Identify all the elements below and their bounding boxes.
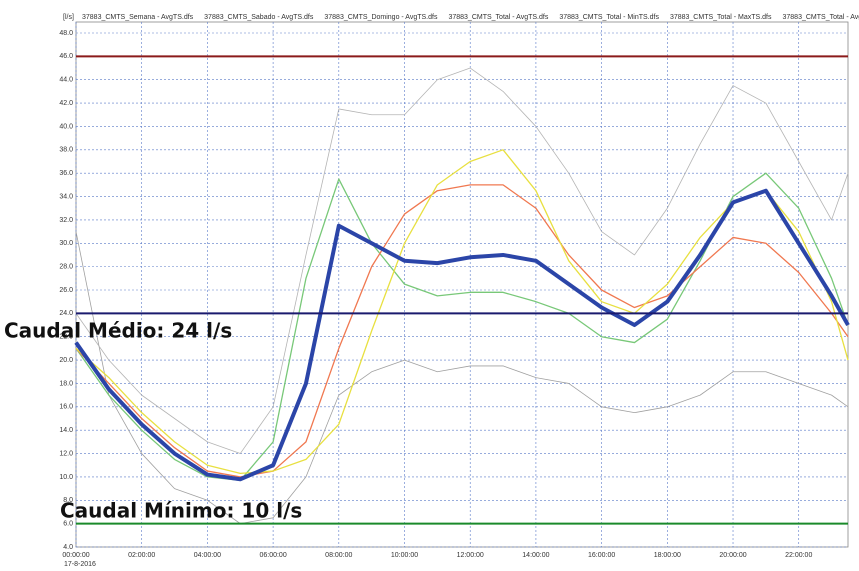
data-line [74,188,850,482]
y-tick-label: 26.0 [59,287,73,294]
x-tick-label: 16:00:00 [588,552,615,559]
y-tick-label: 12.0 [59,450,73,457]
unit-label: [l/s] [63,14,74,21]
data-line [75,184,849,478]
y-tick-label: 4.0 [63,544,73,551]
y-tick-label: 42.0 [59,100,73,107]
y-tick-label: 30.0 [59,240,73,247]
y-tick-label: 38.0 [59,147,73,154]
legend-entry: 37883_CMTS_Total - AvgMark.dfs [783,14,859,21]
x-tick-label: 12:00:00 [457,552,484,559]
y-tick-label: 24.0 [59,310,73,317]
legend-entry: 37883_CMTS_Total - MaxTS.dfs [670,14,772,21]
y-tick-label: 6.0 [63,520,73,527]
y-tick-label: 46.0 [59,53,73,60]
y-tick-label: 28.0 [59,263,73,270]
legend-entry: 37883_CMTS_Semana - AvgTS.dfs [82,14,194,21]
annotation: Caudal Médio: 24 l/s [4,319,232,343]
y-tick-label: 20.0 [59,357,73,364]
data-line [75,67,849,454]
legend-entry: 37883_CMTS_Domingo - AvgTS.dfs [324,14,438,21]
x-tick-label: 08:00:00 [325,552,352,559]
x-tick-label: 02:00:00 [128,552,155,559]
y-tick-label: 10.0 [59,474,73,481]
y-tick-label: 8.0 [63,497,73,504]
date-label: 17-8-2016 [64,561,96,568]
x-tick-label: 20:00:00 [719,552,746,559]
y-tick-label: 36.0 [59,170,73,177]
legend-entry: 37883_CMTS_Total - AvgTS.dfs [448,14,548,21]
y-tick-label: 40.0 [59,123,73,130]
x-tick-label: 10:00:00 [391,552,418,559]
data-line [75,172,849,482]
x-tick-label: 00:00:00 [62,552,89,559]
y-tick-label: 18.0 [59,380,73,387]
legend-entry: 37883_CMTS_Total - MinTS.dfs [559,14,659,21]
y-tick-label: 48.0 [59,30,73,37]
legend-entry: 37883_CMTS_Sabado - AvgTS.dfs [204,14,314,21]
annotation: Caudal Mínimo: 10 l/s [60,499,302,523]
x-tick-label: 22:00:00 [785,552,812,559]
x-tick-label: 18:00:00 [654,552,681,559]
y-tick-label: 22.0 [59,334,73,341]
y-tick-label: 44.0 [59,77,73,84]
data-line [75,231,849,525]
x-tick-label: 14:00:00 [522,552,549,559]
x-tick-label: 04:00:00 [194,552,221,559]
y-tick-label: 34.0 [59,193,73,200]
y-tick-label: 16.0 [59,404,73,411]
y-tick-label: 32.0 [59,217,73,224]
x-tick-label: 06:00:00 [259,552,286,559]
y-tick-label: 14.0 [59,427,73,434]
